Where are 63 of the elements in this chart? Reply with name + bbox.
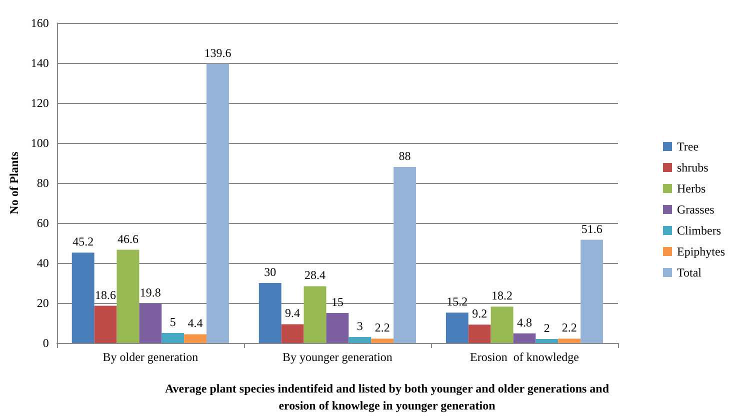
x-tick-label: By older generation xyxy=(102,350,198,364)
data-label: 2.2 xyxy=(374,320,390,335)
data-label: 18.6 xyxy=(95,288,116,302)
bar xyxy=(580,240,604,343)
x-tick-label: Erosion of knowledge xyxy=(470,350,579,364)
legend-label: Herbs xyxy=(677,182,706,196)
y-axis-title: No of Plants xyxy=(7,151,21,214)
data-label: 5 xyxy=(170,315,176,329)
bar xyxy=(371,338,394,343)
bar xyxy=(326,313,349,343)
x-tick-label: By younger generation xyxy=(282,350,392,364)
bar xyxy=(304,286,326,343)
bar xyxy=(258,283,282,343)
data-label: 4.4 xyxy=(188,316,203,330)
bar xyxy=(536,339,558,343)
bar xyxy=(490,306,514,343)
y-tick-label: 80 xyxy=(36,176,49,190)
bar xyxy=(72,252,94,343)
bar xyxy=(558,338,581,343)
legend-label: Tree xyxy=(677,140,699,154)
data-label: 3 xyxy=(356,319,363,333)
legend-label: shrubs xyxy=(677,160,709,174)
data-label: 30 xyxy=(264,265,276,279)
bar xyxy=(116,250,140,343)
y-tick-label: 140 xyxy=(30,56,49,70)
y-tick-label: 100 xyxy=(30,136,49,150)
legend-label: Epiphytes xyxy=(677,244,726,258)
data-label: 19.8 xyxy=(140,285,161,300)
data-label: 9.2 xyxy=(472,306,488,321)
bar xyxy=(162,333,184,343)
bar xyxy=(468,324,491,343)
legend-label: Climbers xyxy=(677,224,722,238)
y-tick-label: 160 xyxy=(30,16,49,30)
data-label: 46.6 xyxy=(117,232,138,246)
x-axis-title: Average plant species indentifeid and listed by both younger and older generations and erosion of knowlege in younger generation xyxy=(164,382,610,412)
data-label: 18.2 xyxy=(492,288,513,303)
legend-label: Grasses xyxy=(677,202,715,216)
bar xyxy=(446,312,468,343)
bar xyxy=(94,306,117,343)
data-label: 15.2 xyxy=(446,294,468,309)
data-label: 9.4 xyxy=(285,306,300,320)
data-label: 2.2 xyxy=(562,320,577,335)
y-tick-label: 20 xyxy=(36,296,49,310)
y-tick-label: 120 xyxy=(30,96,49,110)
y-tick-label: 0 xyxy=(42,336,49,350)
data-label: 4.8 xyxy=(516,315,532,330)
bar xyxy=(139,303,162,343)
data-label: 139.6 xyxy=(204,46,232,60)
bar xyxy=(394,167,416,343)
data-label: 15 xyxy=(331,295,344,309)
data-label: 88 xyxy=(398,149,411,163)
data-label: 51.6 xyxy=(581,222,602,236)
data-label: 45.2 xyxy=(72,234,94,249)
bar xyxy=(184,334,207,343)
y-tick-label: 60 xyxy=(36,216,49,230)
legend-label: Total xyxy=(677,266,702,280)
bar xyxy=(206,64,229,343)
bar xyxy=(513,333,536,343)
bar xyxy=(281,324,304,343)
y-tick-label: 40 xyxy=(36,256,49,270)
data-label: 28.4 xyxy=(304,268,326,282)
data-label: 2 xyxy=(544,321,550,335)
bar xyxy=(348,337,372,343)
